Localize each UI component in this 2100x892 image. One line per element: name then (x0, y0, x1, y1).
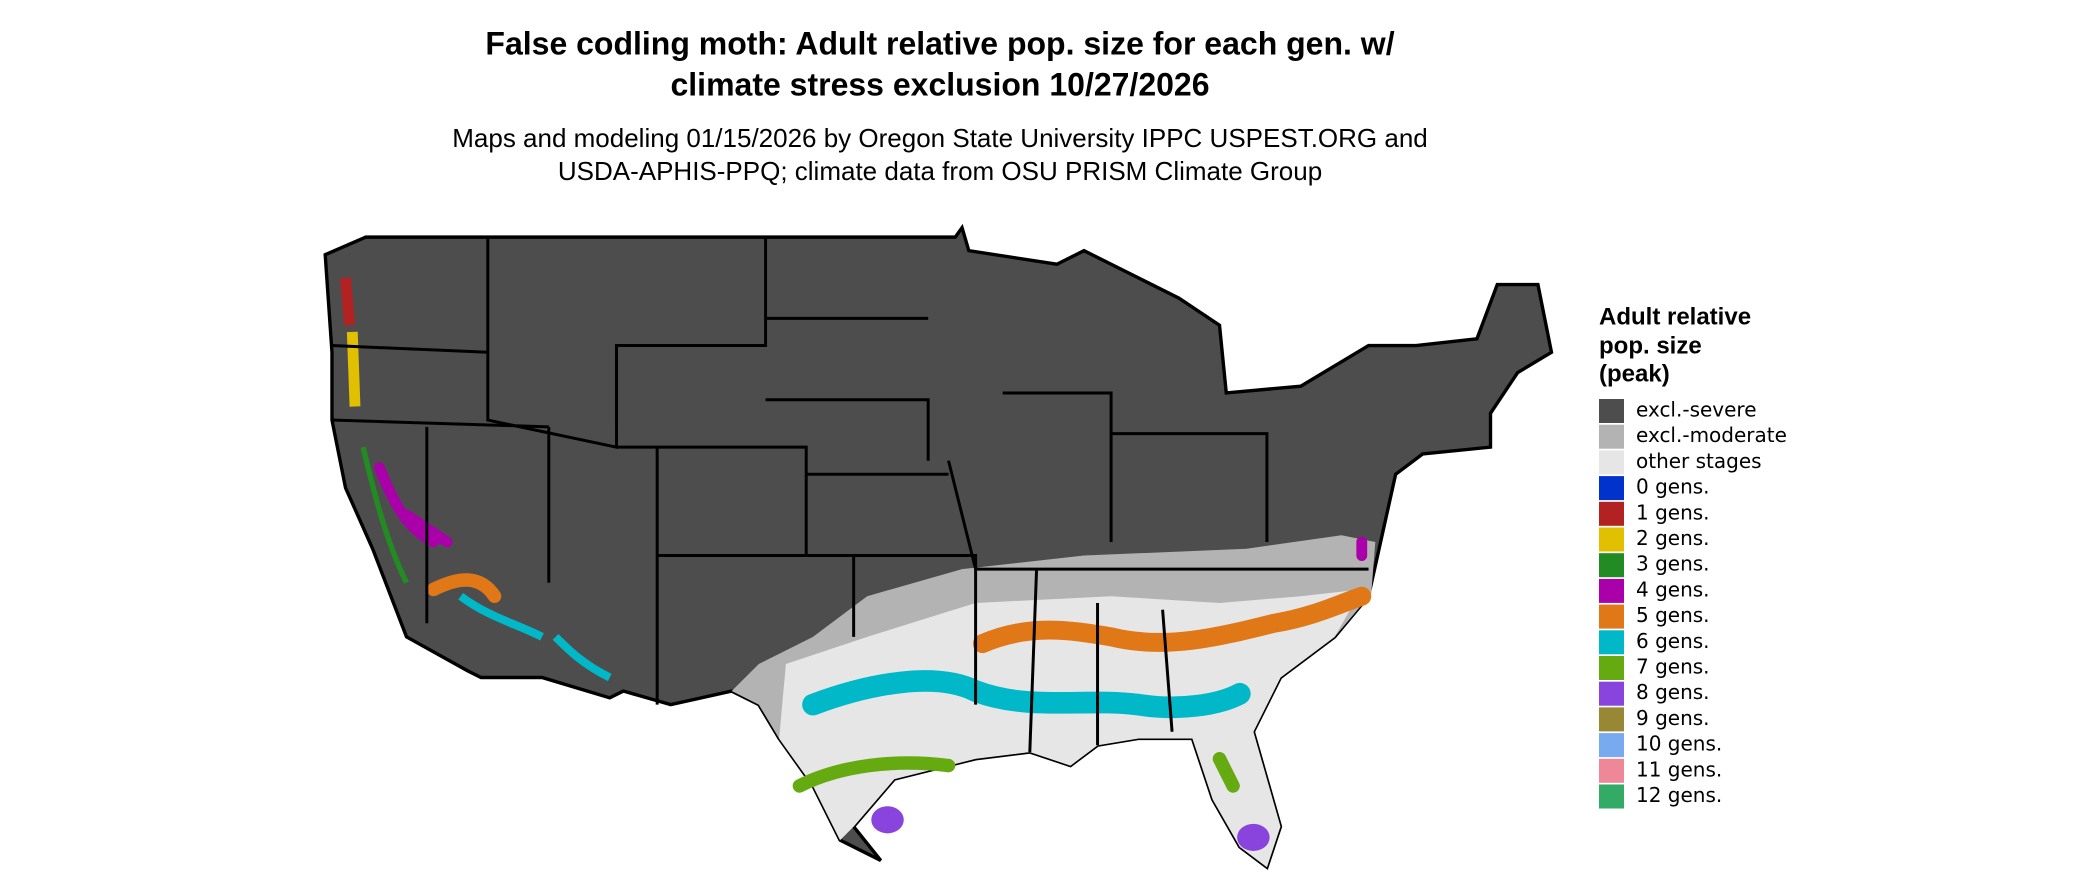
legend-title: Adult relative (1599, 303, 1751, 330)
legend-swatch (1599, 630, 1624, 655)
region (972, 586, 1372, 654)
legend-label: 0 gens. (1636, 475, 1710, 499)
legend-label: 1 gens. (1636, 500, 1710, 524)
legend-swatch (1599, 707, 1624, 732)
legend-title: (peak) (1599, 360, 1670, 387)
legend-swatch (1599, 784, 1624, 809)
region (458, 592, 612, 682)
subtitle-line: USDA-APHIS-PPQ; climate data from OSU PR… (558, 156, 1322, 186)
legend-label: 12 gens. (1636, 783, 1722, 807)
legend-label: 2 gens. (1636, 526, 1710, 550)
legend-swatch (1599, 681, 1624, 706)
legend-label: 11 gens. (1636, 757, 1722, 781)
legend-swatch (1599, 399, 1624, 423)
region (426, 573, 502, 603)
legend-label: 5 gens. (1636, 603, 1710, 627)
region (360, 446, 409, 584)
legend-swatch (1599, 758, 1624, 783)
legend-swatch (1599, 476, 1624, 501)
legend-swatch (1599, 527, 1624, 552)
legend-label: 8 gens. (1636, 680, 1710, 704)
legend-label: excl.-moderate (1636, 423, 1787, 447)
region (871, 806, 904, 834)
region (340, 277, 355, 326)
region (792, 752, 1240, 793)
legend-label: 4 gens. (1636, 577, 1710, 601)
legend-swatch (1599, 553, 1624, 578)
legend-label: 10 gens. (1636, 732, 1722, 756)
region (779, 589, 1362, 868)
legend-swatch (1599, 424, 1624, 449)
legend-label: other stages (1636, 449, 1762, 473)
state-borders (331, 237, 1369, 753)
region (802, 670, 1251, 719)
legend-label: 9 gens. (1636, 706, 1710, 730)
legend-swatch (1599, 656, 1624, 680)
map (323, 223, 1554, 870)
region (346, 331, 361, 407)
title-line: climate stress exclusion 10/27/2026 (670, 66, 1209, 102)
legend-label: 3 gens. (1636, 552, 1710, 576)
title-line: False codling moth: Adult relative pop. … (485, 25, 1394, 61)
legend-swatch (1599, 578, 1624, 603)
legend-swatch (1599, 733, 1624, 758)
subtitle-line: Maps and modeling 01/15/2026 by Oregon S… (452, 123, 1428, 153)
region (1237, 823, 1270, 851)
legend-swatch (1599, 450, 1624, 475)
legend-title: pop. size (1599, 332, 1702, 359)
legend-swatch (1599, 604, 1624, 629)
legend-label: 6 gens. (1636, 629, 1710, 653)
legend-label: 7 gens. (1636, 655, 1710, 679)
legend-swatch (1599, 501, 1624, 526)
legend-label: excl.-severe (1636, 398, 1757, 422)
